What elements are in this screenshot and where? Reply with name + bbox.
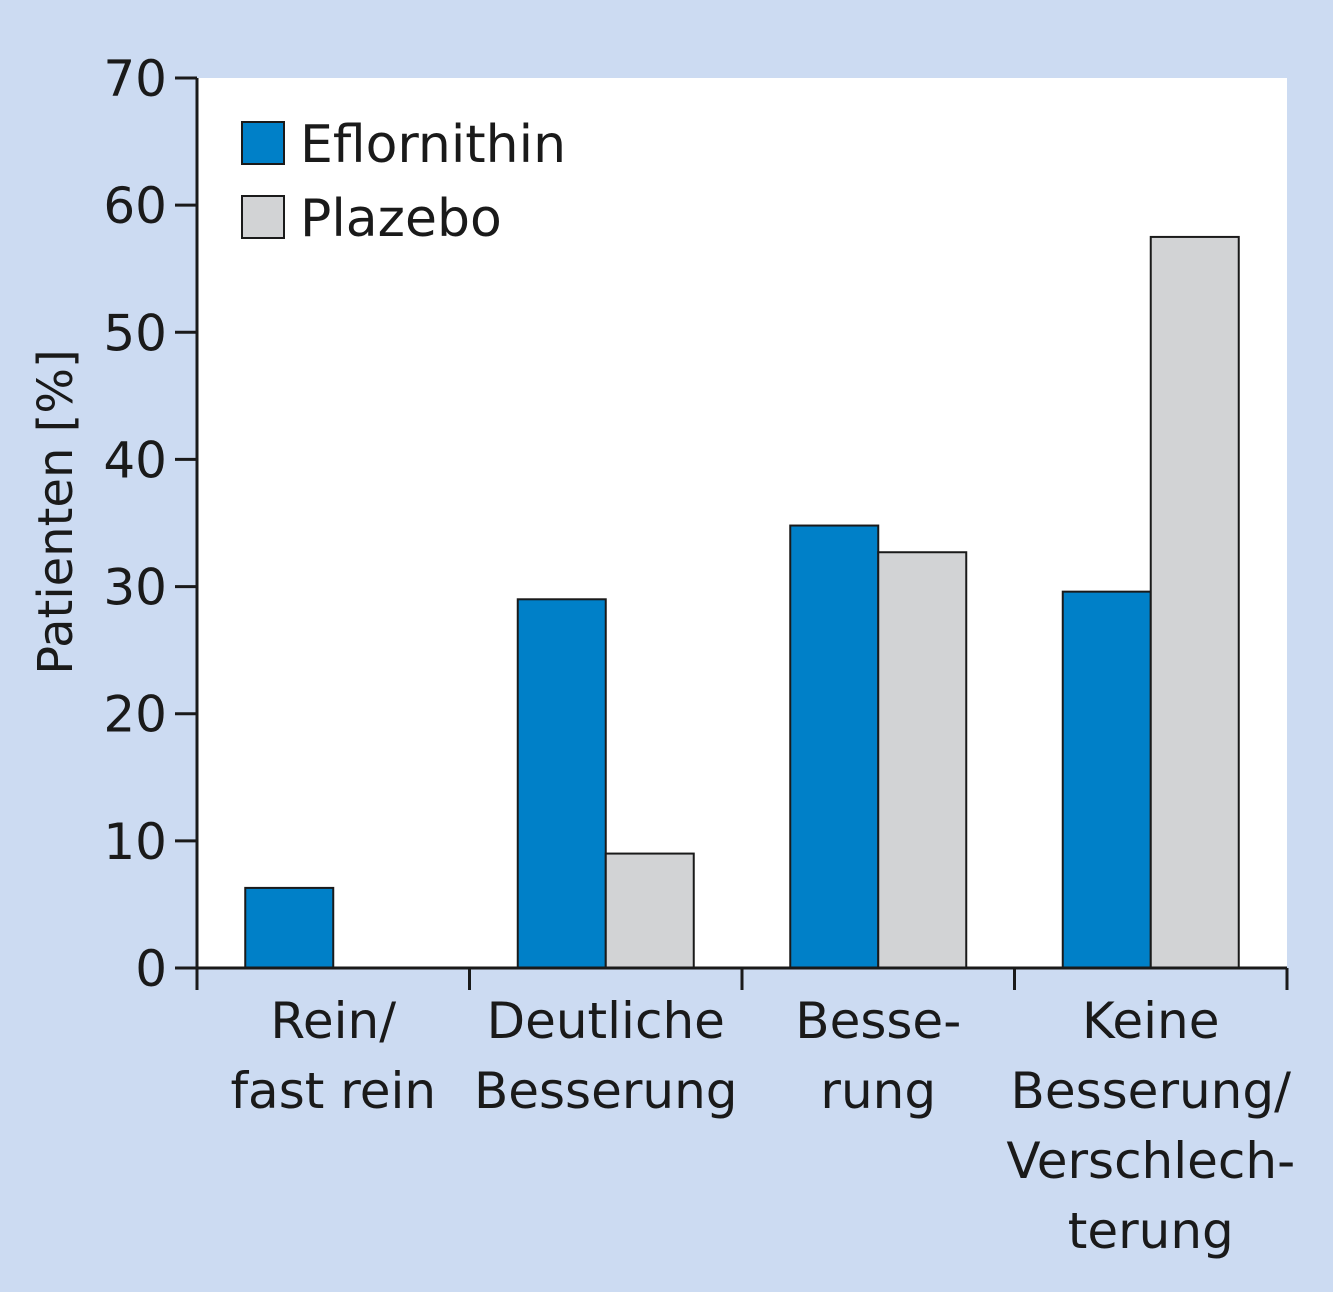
bar-eflornithin-3 <box>1061 590 1152 970</box>
legend-swatch-eflornithin <box>241 121 285 165</box>
y-tick-label: 70 <box>103 50 167 108</box>
category-label: Deutliche <box>487 992 725 1050</box>
category-label: Rein/ <box>270 992 396 1050</box>
category-labels: Rein/fast rein Deutliche Besserung Besse-ru… <box>230 992 1295 1260</box>
bars <box>244 235 1240 970</box>
category-label: Besserung/ <box>1011 1062 1292 1120</box>
legend-label-eflornithin: Eflornithin <box>300 115 566 175</box>
category-label: terung <box>1068 1202 1234 1260</box>
category-label: Verschlech- <box>1006 1132 1295 1190</box>
y-ticks: 0 10 20 30 40 50 60 70 <box>103 50 197 998</box>
y-tick-label: 60 <box>103 177 167 235</box>
bar-eflornithin-2 <box>789 524 880 969</box>
category-label: fast rein <box>230 1062 436 1120</box>
category-label: rung <box>820 1062 936 1120</box>
bar-plazebo-3 <box>1149 235 1240 969</box>
y-tick-label: 0 <box>135 940 167 998</box>
legend-label-plazebo: Plazebo <box>300 189 502 249</box>
category-label: Besse- <box>795 992 961 1050</box>
y-tick-label: 20 <box>103 686 167 744</box>
category-label: Keine <box>1082 992 1219 1050</box>
bar-plazebo-2 <box>877 551 968 969</box>
y-tick-label: 50 <box>103 304 167 362</box>
category-label: Besserung <box>474 1062 738 1120</box>
bar-plazebo-1 <box>604 852 695 969</box>
y-axis-title: Patienten [%] <box>28 349 84 674</box>
bar-eflornithin-1 <box>516 598 607 969</box>
y-tick-label: 10 <box>103 813 167 871</box>
y-tick-label: 30 <box>103 559 167 617</box>
x-ticks <box>195 968 1289 990</box>
y-tick-label: 40 <box>103 431 167 489</box>
legend: Eflornithin Plazebo <box>241 115 566 249</box>
legend-swatch-plazebo <box>241 195 285 239</box>
bar-eflornithin-0 <box>244 886 335 970</box>
